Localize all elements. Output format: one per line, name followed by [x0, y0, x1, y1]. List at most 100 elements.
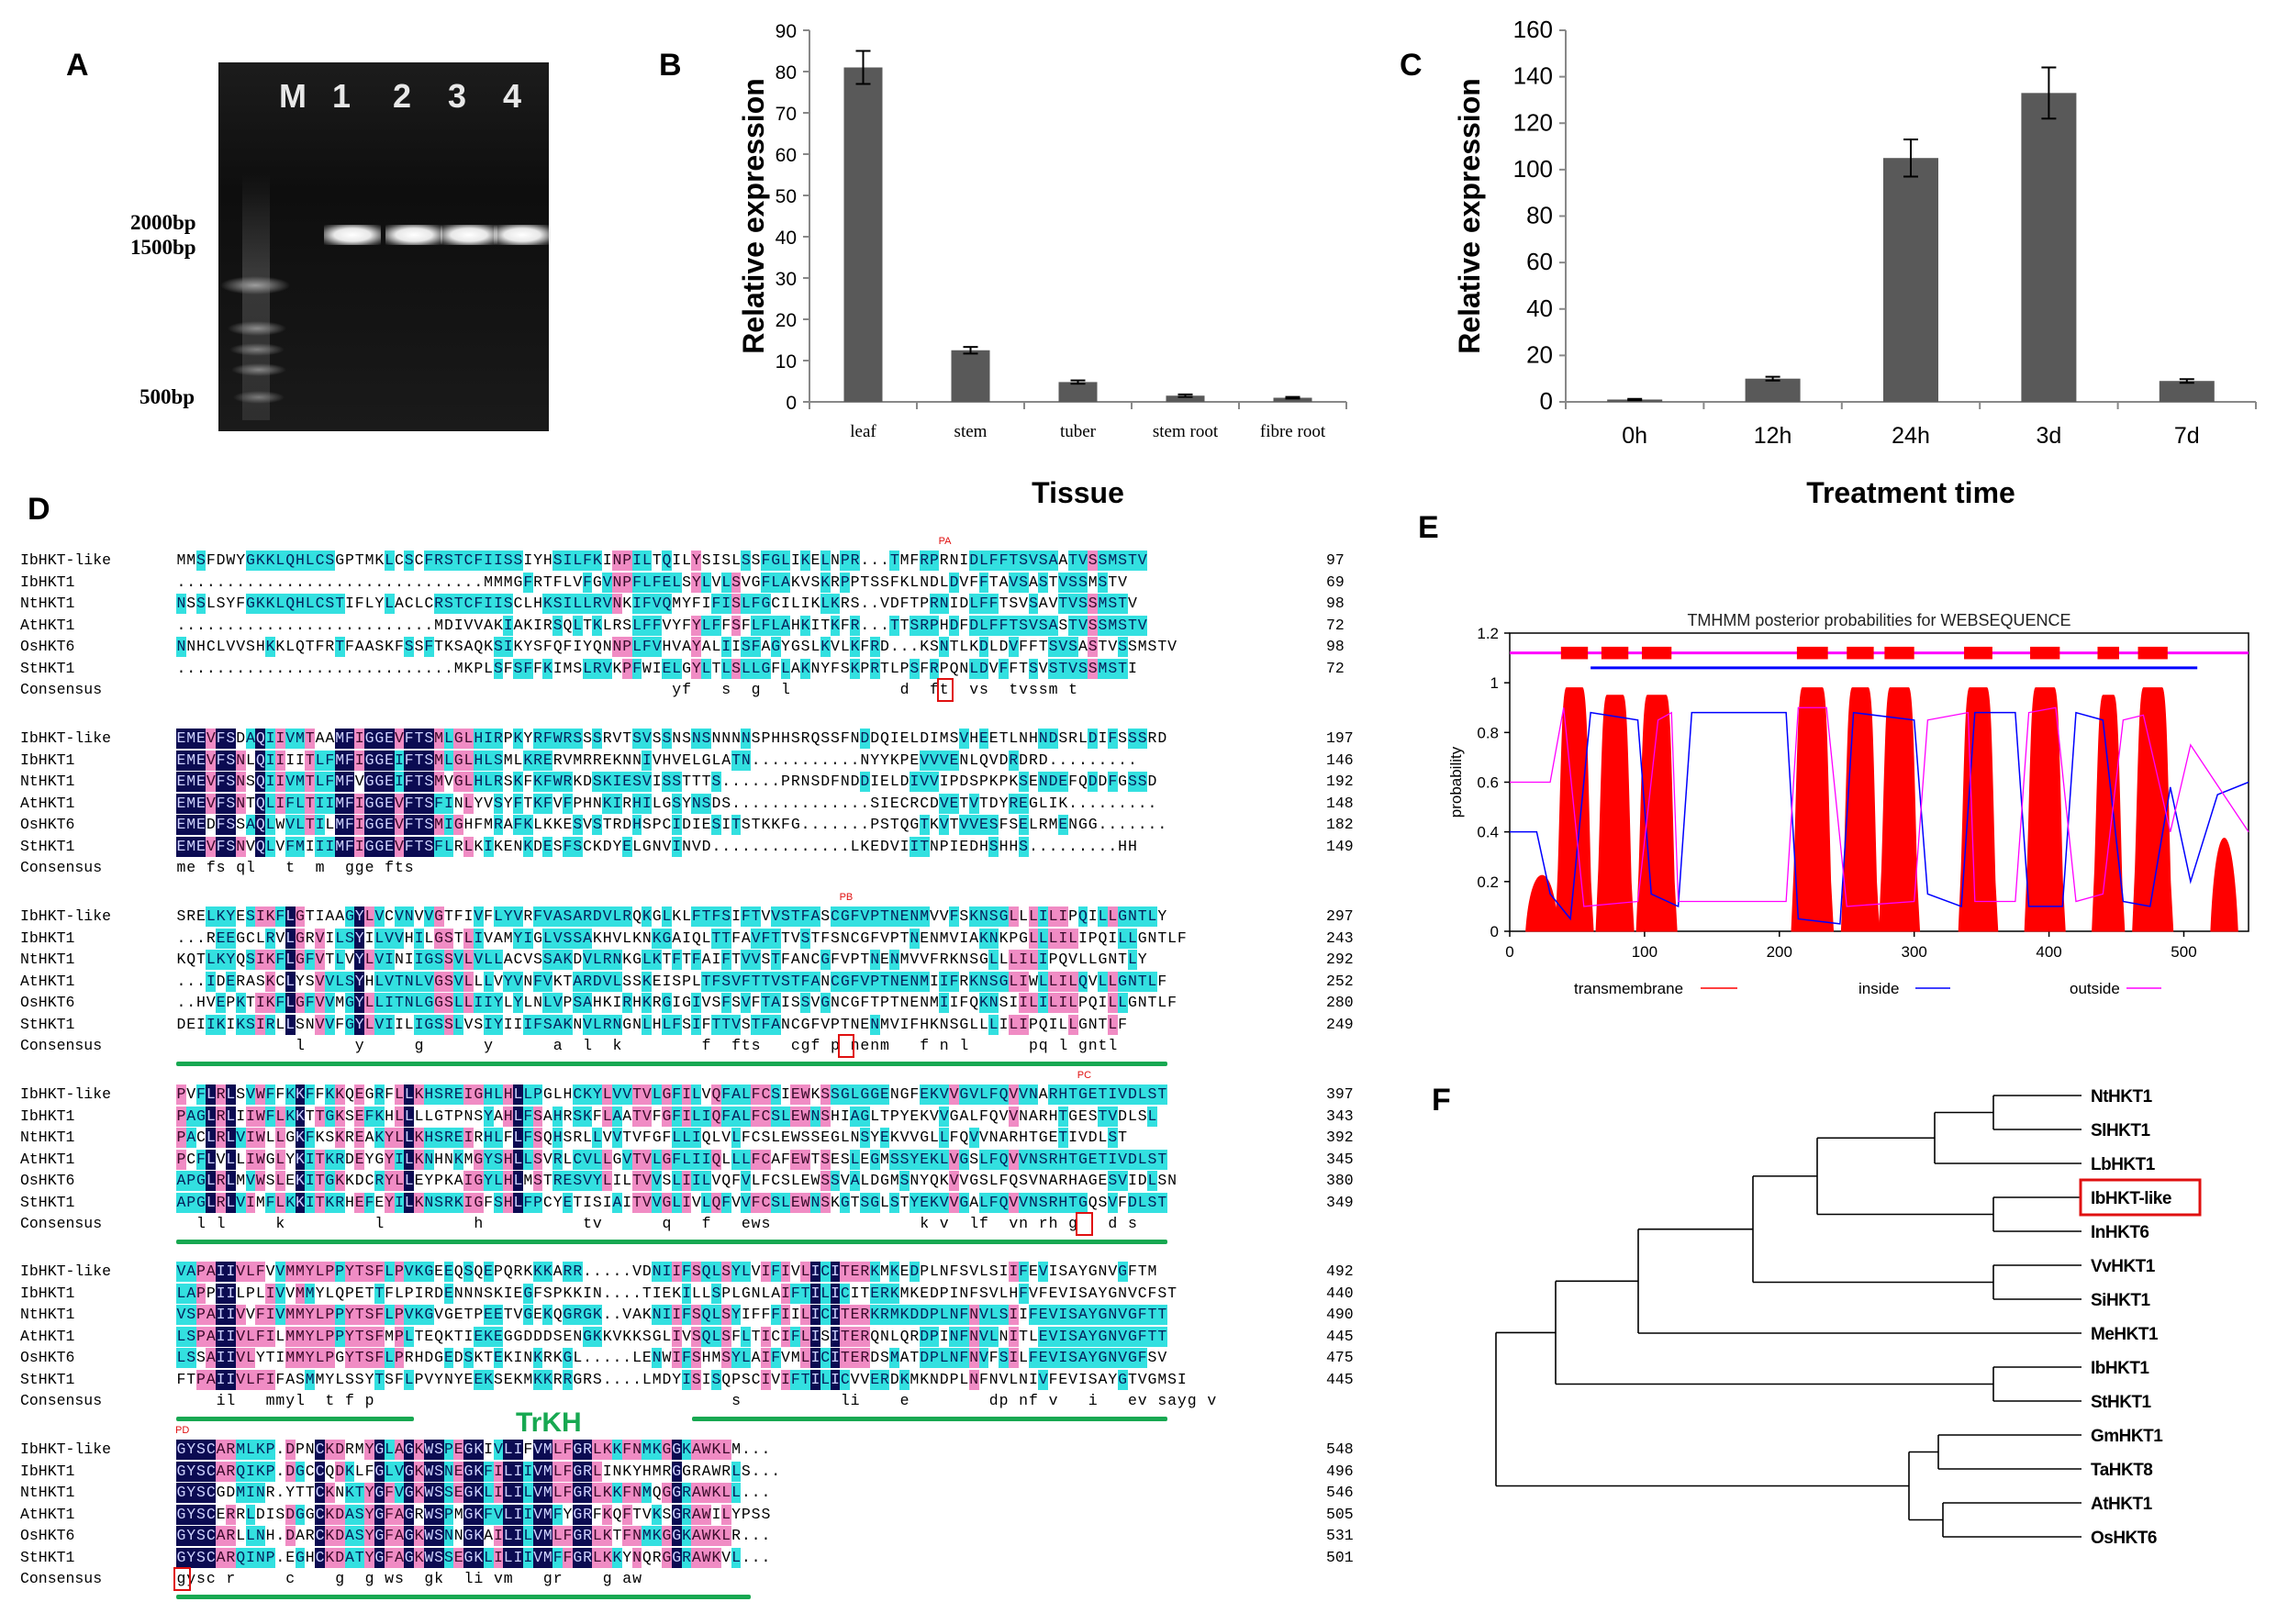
topology-tm-block — [1964, 646, 1992, 660]
bar-leaf — [843, 67, 883, 402]
sequence-alignment: IbHKT-like MMSFDWYGKKLQHLCSGPTMKLCSCFRSTC… — [20, 536, 1388, 1615]
x-tick-label: 400 — [2036, 943, 2061, 961]
tree-leaf-label: VvHKT1 — [2091, 1257, 2156, 1276]
gel-lane-label-3: 3 — [448, 77, 467, 115]
alignment-row-sequence: GYSCARMLKP.DPNCKDRMYGLAGKWSPEGKIVLIFVMLF… — [176, 1440, 771, 1460]
chart-tmhmm: TMHMM posterior probabilities for WEBSEQ… — [1447, 611, 2249, 997]
alignment-row-name: NtHKT1 — [20, 951, 75, 968]
alignment-row-name: StHKT1 — [20, 1193, 75, 1211]
alignment-row-name: IbHKT-like — [20, 551, 112, 569]
topology-tm-block — [1847, 646, 1874, 660]
alignment-row: OsHKT6 NNHCLVVSHKKLQTFRTFAASKFSSFTKSAQKSI… — [20, 637, 1388, 657]
y-tick-label: 90 — [776, 21, 797, 42]
y-tick-label: 30 — [776, 269, 797, 290]
tree-leaf-label: SlHKT1 — [2091, 1121, 2151, 1140]
alignment-row-sequence: GYSCERRLDISDGGCKDASYGFAGRWSPMGKFVLIIVMFY… — [176, 1504, 771, 1525]
alignment-row-name: OsHKT6 — [20, 638, 75, 655]
alignment-row: IbHKT-like VAPAIIVLFVVMMYLPPYTSFLPVKGEEQS… — [20, 1262, 1388, 1282]
category-label: 7d — [2174, 423, 2200, 449]
alignment-row-name: StHKT1 — [20, 837, 75, 855]
alignment-row-sequence: NSSLSYFGKKLQHLCSTIFLYLACLCRSTCFIISCLHKSI… — [176, 594, 1137, 614]
alignment-row-position: 280 — [1326, 994, 1354, 1011]
alignment-row: NtHKT1 GYSCGDMINR.YTTCKNKTYGFVGKWSSEGKLIL… — [20, 1483, 1388, 1503]
alignment-row-position: 243 — [1326, 929, 1354, 947]
alignment-row-name: StHKT1 — [20, 1548, 75, 1566]
x-tick-label: 300 — [1902, 943, 1927, 961]
y-axis-label: probability — [1447, 746, 1465, 818]
y-tick-label: 100 — [1513, 155, 1553, 183]
alignment-row-sequence: LAPPIILPLIVVMMYLQPETTFLPIRDENNNSKIEGFSPK… — [176, 1283, 1177, 1304]
alignment-row-position: 505 — [1326, 1505, 1354, 1523]
topology-tm-block — [2137, 646, 2168, 660]
y-tick-label: 20 — [776, 310, 797, 331]
y-tick-label: 1.2 — [1477, 625, 1499, 642]
alignment-row-name: AtHKT1 — [20, 794, 75, 812]
alignment-row: NtHKT1 KQTLKYQSIKFLGFVTLVYLVINIIGSSVLVLLA… — [20, 950, 1388, 970]
alignment-row-position: 531 — [1326, 1527, 1354, 1544]
alignment-row-position: 182 — [1326, 816, 1354, 833]
alignment-row-sequence: SRELKYESIKFLGTIAAGYLVCVNVVGTFIVFLYVRFVAS… — [176, 907, 1167, 927]
alignment-row-sequence: PVFLRLSVWFFKKFFKKQEGRFLLKHSREIGHLHLLPGLH… — [176, 1085, 1167, 1105]
gel-lane-label-4: 4 — [503, 77, 522, 115]
alignment-row-position: 72 — [1326, 616, 1345, 634]
motif-highlight-box — [936, 678, 954, 702]
x-tick-label: 100 — [1632, 943, 1657, 961]
alignment-row-name: AtHKT1 — [20, 1150, 75, 1168]
alignment-row-name: IbHKT-like — [20, 1085, 112, 1103]
phylogenetic-tree: NtHKT1 SlHKT1 LbHKT1 IbHKT-like InHKT6 VvHKT1… — [1495, 1087, 2202, 1548]
alignment-row-position: 149 — [1326, 837, 1354, 855]
alignment-row-position: 343 — [1326, 1107, 1354, 1125]
alignment-row-sequence: GYSCARQIKP.DGCCQDKLFGLVGKWSNEGKFILIIVMLF… — [176, 1461, 781, 1482]
consensus-sequence: l y g y a l k f fts cgf p nenm f n l pq … — [296, 1037, 1118, 1054]
alignment-row: IbHKT-like MMSFDWYGKKLQHLCSGPTMKLCSCFRSTC… — [20, 551, 1388, 571]
category-label: 12h — [1754, 423, 1792, 449]
alignment-row-name: StHKT1 — [20, 1015, 75, 1033]
consensus-label: Consensus — [20, 681, 103, 698]
y-tick-label: 80 — [776, 62, 797, 83]
panel-label-e: E — [1418, 510, 1439, 545]
alignment-row-name: IbHKT-like — [20, 1440, 112, 1458]
consensus-sequence: il mmyl t f p s li e dp nf v i ev sayg v — [216, 1392, 1217, 1409]
bar-stem-root — [1166, 395, 1205, 402]
marker-500bp: 500bp — [140, 385, 195, 408]
chart-tissue-expression: 0 10 20 30 40 50 60 70 80 90 leaf stem tuber stem roo… — [737, 21, 1347, 509]
gel-lane-label-1: 1 — [332, 77, 352, 115]
consensus-sequence: yf s g l d ft vs tvssm t — [672, 681, 1078, 698]
gel-band-lane-1 — [324, 225, 381, 245]
alignment-row-position: 72 — [1326, 659, 1345, 677]
alignment-consensus-row: Consensus l y g y a l k f fts cgf p nenm… — [20, 1036, 1388, 1056]
alignment-row-position: 69 — [1326, 573, 1345, 591]
alignment-row-name: IbHKT1 — [20, 1107, 75, 1125]
transmembrane-peak — [1958, 687, 1999, 932]
alignment-consensus-row: Consensus gysc r c g g ws gk li vm gr g a… — [20, 1569, 1388, 1589]
motif-highlight-box — [1075, 1212, 1093, 1236]
gel-lane-label-2: 2 — [393, 77, 412, 115]
alignment-row-name: IbHKT-like — [20, 907, 112, 925]
transmembrane-peak — [2024, 687, 2066, 932]
gel-band-lane-2 — [385, 225, 442, 245]
alignment-row: IbHKT-like SRELKYESIKFLGTIAAGYLVCVNVVGTFI… — [20, 907, 1388, 927]
motif-highlight-box — [173, 1567, 191, 1591]
alignment-row-name: StHKT1 — [20, 1370, 75, 1388]
consensus-label: Consensus — [20, 1037, 103, 1054]
transmembrane-peak — [2092, 695, 2126, 932]
alignment-row-sequence: APGLRLMVWSLEKITGKKDCRYLLEYPKAIGYLHLMSTRE… — [176, 1171, 1177, 1191]
gel-image: M 1 2 3 4 — [218, 62, 551, 431]
alignment-row-sequence: VAPAIIVLFVVMMYLPPYTSFLPVKGEEQSQEPQRKKKAR… — [176, 1262, 1157, 1282]
y-tick-label: 160 — [1513, 17, 1553, 43]
trkh-domain-line — [176, 1061, 1167, 1066]
y-tick-label: 0.8 — [1477, 724, 1499, 741]
consensus-sequence: gysc r c g g ws gk li vm gr g aw — [176, 1570, 642, 1587]
bar-24h — [1883, 158, 1938, 402]
alignment-row-position: 445 — [1326, 1327, 1354, 1345]
transmembrane-peak — [1791, 687, 1835, 932]
alignment-row-sequence: EMEDFSSAQLWVLTILMFIGGEVFTSMIGHFMRAFKLKKE… — [176, 815, 1167, 835]
gel-band-lane-3 — [441, 225, 497, 245]
alignment-row: IbHKT1 PAGLRLIIWFLKKTTGKSEFKHLLLLGTPNSYAH… — [20, 1106, 1388, 1127]
tree-leaf-label: NtHKT1 — [2091, 1087, 2153, 1107]
alignment-row-position: 197 — [1326, 729, 1354, 747]
alignment-row-name: OsHKT6 — [20, 1349, 75, 1366]
alignment-row-position: 349 — [1326, 1193, 1354, 1211]
chart-treatment-expression: 0 20 40 60 80 100 120 140 160 0h 12h 24h 3d 7d Treatme… — [1453, 17, 2257, 509]
alignment-row-position: 146 — [1326, 751, 1354, 769]
